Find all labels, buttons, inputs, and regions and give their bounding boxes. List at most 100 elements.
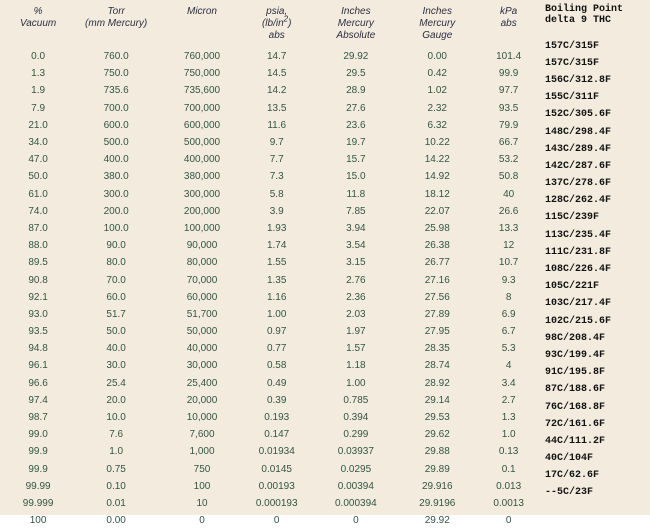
cell-inhga: 0.0295 bbox=[314, 461, 399, 478]
cell-inhga: 23.6 bbox=[314, 117, 399, 134]
table-row: 21.0600.0600,00011.623.66.3279.9 bbox=[8, 117, 541, 134]
cell-torr: 300.0 bbox=[68, 186, 164, 203]
cell-kpa: 1.3 bbox=[476, 409, 541, 426]
boiling-point-value: 98C/208.4F bbox=[545, 330, 648, 347]
table-row: 99.91.01,0000.019340.0393729.880.13 bbox=[8, 443, 541, 460]
boiling-point-value: 105C/221F bbox=[545, 279, 648, 296]
cell-kpa: 1.0 bbox=[476, 426, 541, 443]
cell-micron: 400,000 bbox=[164, 151, 240, 168]
cell-kpa: 6.7 bbox=[476, 323, 541, 340]
cell-pct: 87.0 bbox=[8, 220, 68, 237]
cell-inhgg: 27.95 bbox=[398, 323, 476, 340]
table-row: 1.9735.6735,60014.228.91.0297.7 bbox=[8, 82, 541, 99]
cell-pct: 99.0 bbox=[8, 426, 68, 443]
cell-kpa: 79.9 bbox=[476, 117, 541, 134]
cell-inhgg: 14.92 bbox=[398, 168, 476, 185]
cell-torr: 40.0 bbox=[68, 340, 164, 357]
cell-pct: 34.0 bbox=[8, 134, 68, 151]
cell-pct: 99.99 bbox=[8, 478, 68, 495]
cell-pct: 93.5 bbox=[8, 323, 68, 340]
cell-inhgg: 29.14 bbox=[398, 392, 476, 409]
cell-kpa: 2.7 bbox=[476, 392, 541, 409]
cell-psia: 1.00 bbox=[240, 306, 314, 323]
cell-inhga: 29.92 bbox=[314, 48, 399, 65]
cell-inhga: 2.36 bbox=[314, 289, 399, 306]
cell-psia: 14.2 bbox=[240, 82, 314, 99]
table-body: 0.0760.0760,00014.729.920.00101.41.3750.… bbox=[8, 48, 541, 529]
cell-kpa: 4 bbox=[476, 357, 541, 374]
cell-micron: 600,000 bbox=[164, 117, 240, 134]
boiling-point-value: 103C/217.4F bbox=[545, 296, 648, 313]
boiling-point-value: --5C/23F bbox=[545, 485, 648, 502]
page: %VacuumTorr(mm Mercury)Micronpsia,(lb/in… bbox=[0, 0, 650, 515]
cell-micron: 10,000 bbox=[164, 409, 240, 426]
cell-pct: 88.0 bbox=[8, 237, 68, 254]
cell-kpa: 66.7 bbox=[476, 134, 541, 151]
table-row: 0.0760.0760,00014.729.920.00101.4 bbox=[8, 48, 541, 65]
cell-psia: 0.39 bbox=[240, 392, 314, 409]
cell-micron: 760,000 bbox=[164, 48, 240, 65]
cell-inhgg: 2.32 bbox=[398, 100, 476, 117]
boiling-point-value: 87C/188.6F bbox=[545, 382, 648, 399]
table-row: 7.9700.0700,00013.527.62.3293.5 bbox=[8, 100, 541, 117]
cell-pct: 99.9 bbox=[8, 461, 68, 478]
table-header-row: %VacuumTorr(mm Mercury)Micronpsia,(lb/in… bbox=[8, 4, 541, 48]
cell-inhgg: 28.35 bbox=[398, 340, 476, 357]
cell-psia: 0.97 bbox=[240, 323, 314, 340]
col-header-inhga: InchesMercuryAbsolute bbox=[314, 4, 399, 48]
cell-inhgg: 26.77 bbox=[398, 254, 476, 271]
col-header-kpa: kPaabs bbox=[476, 4, 541, 48]
cell-inhgg: 6.32 bbox=[398, 117, 476, 134]
cell-kpa: 0.013 bbox=[476, 478, 541, 495]
boiling-point-value: 152C/305.6F bbox=[545, 107, 648, 124]
cell-psia: 14.7 bbox=[240, 48, 314, 65]
cell-inhgg: 27.56 bbox=[398, 289, 476, 306]
cell-inhgg: 28.74 bbox=[398, 357, 476, 374]
cell-torr: 30.0 bbox=[68, 357, 164, 374]
cell-inhgg: 29.53 bbox=[398, 409, 476, 426]
cell-micron: 50,000 bbox=[164, 323, 240, 340]
cell-inhga: 15.7 bbox=[314, 151, 399, 168]
cell-micron: 300,000 bbox=[164, 186, 240, 203]
cell-inhga: 0.299 bbox=[314, 426, 399, 443]
boiling-point-value: 128C/262.4F bbox=[545, 193, 648, 210]
cell-pct: 96.6 bbox=[8, 375, 68, 392]
cell-torr: 700.0 bbox=[68, 100, 164, 117]
table-row: 99.07.67,6000.1470.29929.621.0 bbox=[8, 426, 541, 443]
cell-pct: 96.1 bbox=[8, 357, 68, 374]
cell-micron: 30,000 bbox=[164, 357, 240, 374]
cell-pct: 98.7 bbox=[8, 409, 68, 426]
table-row: 94.840.040,0000.771.5728.355.3 bbox=[8, 340, 541, 357]
cell-psia: 13.5 bbox=[240, 100, 314, 117]
cell-inhga: 29.5 bbox=[314, 65, 399, 82]
cell-torr: 400.0 bbox=[68, 151, 164, 168]
cell-torr: 20.0 bbox=[68, 392, 164, 409]
cell-kpa: 101.4 bbox=[476, 48, 541, 65]
cell-pct: 99.999 bbox=[8, 495, 68, 512]
cell-pct: 94.8 bbox=[8, 340, 68, 357]
cell-psia: 0.000193 bbox=[240, 495, 314, 512]
cell-psia: 0.147 bbox=[240, 426, 314, 443]
boiling-point-value: 17C/62.6F bbox=[545, 468, 648, 485]
table-row: 92.160.060,0001.162.3627.568 bbox=[8, 289, 541, 306]
cell-inhga: 19.7 bbox=[314, 134, 399, 151]
cell-pct: 1.9 bbox=[8, 82, 68, 99]
cell-inhgg: 14.22 bbox=[398, 151, 476, 168]
boiling-point-value: 157C/315F bbox=[545, 38, 648, 55]
cell-kpa: 0.13 bbox=[476, 443, 541, 460]
cell-inhgg: 28.92 bbox=[398, 375, 476, 392]
cell-kpa: 13.3 bbox=[476, 220, 541, 237]
cell-micron: 25,400 bbox=[164, 375, 240, 392]
table-row: 90.870.070,0001.352.7627.169.3 bbox=[8, 271, 541, 288]
cell-kpa: 50.8 bbox=[476, 168, 541, 185]
table-row: 97.420.020,0000.390.78529.142.7 bbox=[8, 392, 541, 409]
table-row: 89.580.080,0001.553.1526.7710.7 bbox=[8, 254, 541, 271]
boiling-point-value: 148C/298.4F bbox=[545, 124, 648, 141]
cell-torr: 1.0 bbox=[68, 443, 164, 460]
cell-pct: 47.0 bbox=[8, 151, 68, 168]
cell-inhga: 0.785 bbox=[314, 392, 399, 409]
boiling-point-value bbox=[545, 502, 648, 519]
cell-kpa: 0.0013 bbox=[476, 495, 541, 512]
boiling-point-value: 108C/226.4F bbox=[545, 261, 648, 278]
cell-micron: 750,000 bbox=[164, 65, 240, 82]
